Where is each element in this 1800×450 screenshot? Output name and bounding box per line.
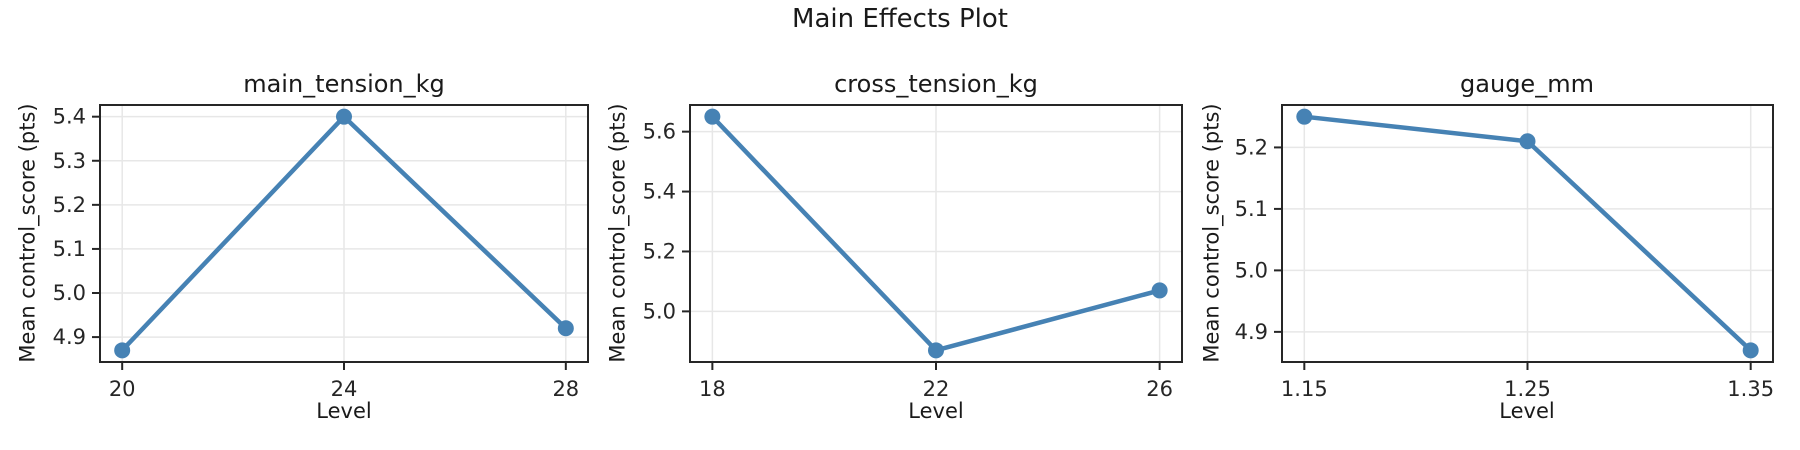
y-tick-label: 5.1 — [1235, 197, 1268, 221]
data-point-marker — [1151, 282, 1168, 299]
data-point-marker — [1519, 133, 1536, 150]
data-point-marker — [557, 320, 574, 337]
x-axis-label-1: Level — [316, 399, 372, 423]
data-point-marker — [114, 342, 131, 359]
x-tick-label: 1.35 — [1727, 377, 1774, 401]
subplot-cross_tension_kg: 5.0 5.2 5.4 5.6 18 22 26 — [643, 104, 1183, 401]
x-tick-label: 1.25 — [1504, 377, 1551, 401]
data-point-marker — [1742, 342, 1759, 359]
plot-border — [689, 104, 1183, 363]
x-tick-label: 28 — [552, 377, 579, 401]
subplot-title-main-tension-kg: main_tension_kg — [243, 70, 445, 98]
x-tick-label: 24 — [331, 377, 358, 401]
y-tick-label: 5.2 — [643, 239, 676, 263]
y-tick-label: 5.2 — [53, 193, 86, 217]
data-point-marker — [704, 108, 721, 125]
subplot-main_tension_kg: 4.9 5.0 5.1 5.2 5.3 5.4 20 24 28 — [53, 104, 589, 401]
data-point-marker — [336, 108, 352, 125]
data-point-marker — [928, 342, 944, 359]
subplot-title-gauge-mm: gauge_mm — [1460, 70, 1594, 98]
plot-border — [1281, 104, 1774, 363]
x-axis-label-3: Level — [1499, 399, 1555, 423]
x-tick-label: 20 — [109, 377, 136, 401]
y-tick-label: 5.6 — [643, 120, 676, 144]
y-tick-label: 5.0 — [643, 299, 676, 323]
y-tick-label: 4.9 — [1235, 320, 1268, 344]
plot-border — [99, 104, 589, 363]
data-point-marker — [1296, 108, 1313, 125]
y-tick-label: 4.9 — [53, 325, 86, 349]
y-tick-label: 5.2 — [1235, 135, 1268, 159]
figure-title: Main Effects Plot — [792, 4, 1008, 34]
x-tick-label: 18 — [699, 377, 726, 401]
subplot-title-cross-tension-kg: cross_tension_kg — [834, 70, 1038, 98]
y-tick-label: 5.3 — [53, 149, 86, 173]
y-tick-label: 5.1 — [53, 237, 86, 261]
x-tick-label: 22 — [923, 377, 950, 401]
x-tick-label: 1.15 — [1281, 377, 1328, 401]
subplot-gauge_mm: 4.9 5.0 5.1 5.2 1.15 1.25 1.35 — [1235, 104, 1774, 401]
y-tick-label: 5.0 — [1235, 258, 1268, 282]
y-tick-label: 5.0 — [53, 281, 86, 305]
y-tick-label: 5.4 — [53, 105, 86, 129]
y-tick-label: 5.4 — [643, 180, 676, 204]
x-tick-label: 26 — [1146, 377, 1173, 401]
x-axis-label-2: Level — [908, 399, 964, 423]
